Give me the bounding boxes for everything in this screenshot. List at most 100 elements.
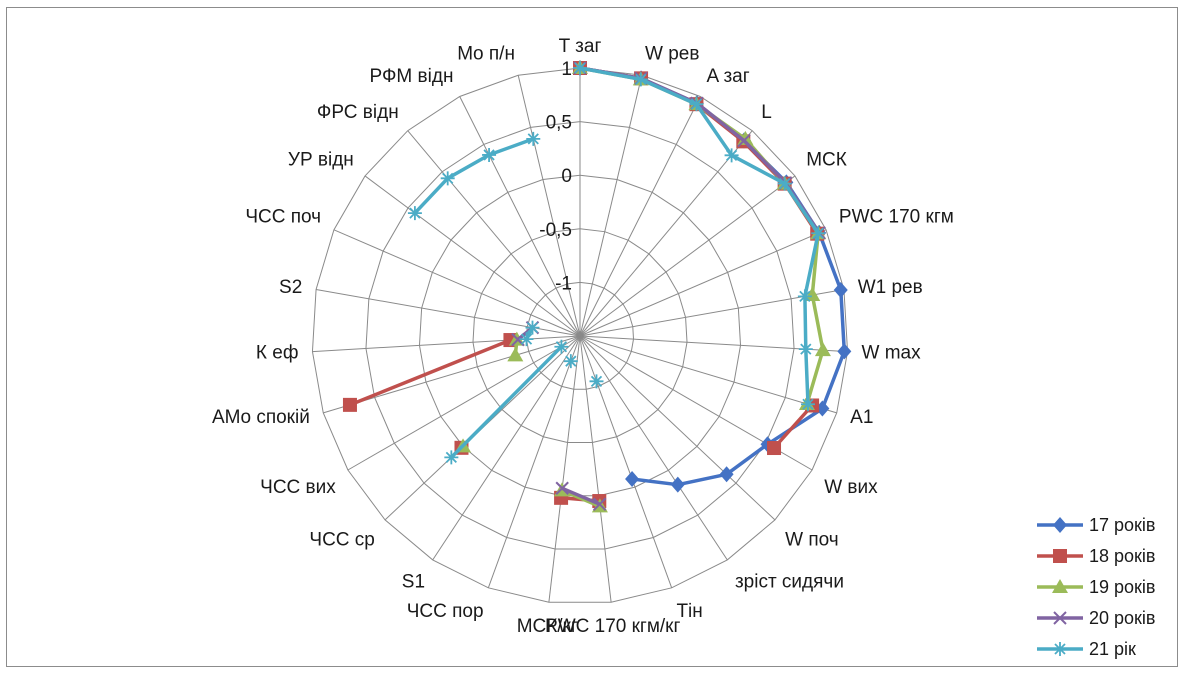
axis-label: ЧСС ср [309,530,374,551]
data-point [625,471,640,488]
data-point [777,176,792,191]
legend: 17 років 18 років 19 років 20 років 21 рік [1037,515,1155,659]
axis-label: ФРС відн [317,102,399,123]
spoke-line [548,335,581,603]
data-point [767,441,782,456]
legend-label: 17 років [1089,515,1155,535]
data-point [563,354,578,369]
data-point [814,342,831,357]
data-point [798,342,813,357]
tick-label: 0 [561,166,572,187]
data-point [633,72,648,87]
legend-label: 20 років [1089,608,1155,628]
data-point [670,476,685,493]
tick-label: 0,5 [546,113,572,134]
axis-label: ЧСС поч [245,206,321,227]
data-point [1053,642,1067,656]
data-point [1053,517,1067,533]
axis-label: AMo спокій [212,407,310,428]
data-point [555,481,569,495]
data-point [589,374,604,389]
axis-label: зріст сидячи [735,572,844,593]
spoke-line [487,335,581,589]
data-point [837,343,852,360]
spoke-line [364,175,581,337]
spoke-line [432,335,581,561]
axis-label: W поч [785,530,839,551]
axis-labels: T заг W рев A заг L МСК PWC 170 кгм W1 рев W ma… [212,36,954,637]
data-point [811,226,826,241]
axis-label: РФМ відн [370,66,454,87]
data-point [482,147,497,162]
data-point [440,171,455,186]
grid-ring [311,67,849,603]
axis-label: МСК/кг [517,616,578,637]
axis-label: W1 рев [858,277,923,298]
grid-ring [472,228,688,443]
data-point [719,466,734,483]
series-group [342,60,852,513]
data-point [526,131,541,146]
legend-label: 21 рік [1089,639,1136,659]
radar-ticks: -1 -0,5 0 0,5 1 [539,59,572,294]
series-square [342,61,825,509]
spoke-line [579,229,827,337]
axis-label: T заг [559,36,602,57]
spoke-line [459,96,581,337]
radar-spokes [312,68,848,603]
spoke-line [579,335,728,561]
data-point [689,97,704,112]
tick-label: 1 [561,59,572,80]
spoke-line [579,335,673,589]
data-point [444,450,459,465]
axis-label: Tін [676,601,702,622]
spoke-line [315,288,581,337]
data-point [724,148,739,163]
axis-label: A заг [707,66,750,87]
grid-ring [365,121,795,550]
spoke-line [517,75,581,337]
data-point [525,320,540,335]
data-point [342,397,357,412]
axis-label: S1 [402,572,425,593]
data-point [804,287,821,302]
spoke-line [333,229,581,337]
chart-frame: -1 -0,5 0 0,5 1 T заг W рев A заг L МСК PWC 170 к… [6,7,1178,667]
axis-label: A1 [850,407,873,428]
legend-label: 19 років [1089,577,1155,597]
spoke-line [579,96,701,337]
data-point [1053,549,1067,563]
data-point [554,339,569,354]
data-point [797,289,812,304]
data-point [573,61,587,75]
spoke-line [347,335,581,471]
radar-chart: -1 -0,5 0 0,5 1 T заг W рев A заг L МСК PWC 170 к… [212,36,1155,659]
axis-label: W вих [824,477,878,498]
series-line [349,66,819,503]
data-point [1053,611,1067,625]
data-point [737,133,751,148]
spoke-line [579,130,753,337]
series-star [407,61,826,465]
spoke-line [579,335,776,521]
data-point [1052,579,1068,593]
axis-label: PWC 170 кгм/кг [545,616,680,637]
data-point [592,497,607,511]
data-point [800,397,815,412]
axis-label: ЧСС вих [260,477,336,498]
series-line [579,66,847,487]
axis-label: Mo п/н [457,44,515,65]
grid-ring [525,281,635,390]
data-point [519,332,534,347]
axis-label: МСК [806,150,847,171]
spoke-line [579,175,796,337]
spoke-line [579,335,837,414]
axis-label: S2 [279,277,302,298]
axis-label: УР відн [288,150,354,171]
spoke-line [312,335,581,353]
tick-label: -1 [555,273,572,294]
data-point [507,347,524,362]
axis-label: К еф [256,342,299,363]
legend-label: 18 років [1089,546,1155,566]
axis-label: PWC 170 кгм [839,206,954,227]
